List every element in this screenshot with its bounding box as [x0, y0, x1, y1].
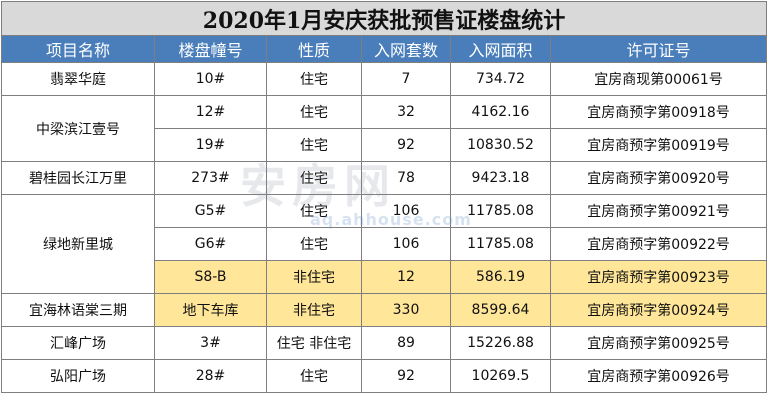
cell-building: 19# [154, 128, 267, 162]
cell-permit: 宜房商预字第00925号 [549, 326, 767, 360]
cell-units: 92 [361, 359, 451, 393]
cell-units: 330 [361, 293, 451, 327]
cell-area: 10269.5 [450, 359, 551, 393]
cell-project: 弘阳广场 [1, 359, 155, 393]
cell-units: 7 [361, 62, 451, 96]
cell-permit: 宜房商预字第00918号 [549, 95, 767, 129]
table-row: 19# 住宅 92 10830.52 宜房商预字第00919号 [2, 128, 767, 162]
cell-units: 78 [361, 161, 451, 195]
table-row: 弘阳广场 28# 住宅 92 10269.5 宜房商预字第00926号 [1, 359, 767, 393]
cell-project: 宜海林语棠三期 [1, 293, 155, 327]
cell-project: 中梁滨江壹号 [1, 95, 155, 162]
cell-building: 273# [154, 161, 267, 195]
cell-project: 翡翠华庭 [1, 62, 155, 96]
cell-permit: 宜房商预字第00924号 [549, 293, 767, 327]
cell-area: 586.19 [450, 260, 551, 294]
table-title: 2020年1月安庆获批预售证楼盘统计 [0, 1, 767, 36]
cell-building: 12# [154, 95, 267, 129]
cell-permit: 宜房商预字第00920号 [549, 161, 767, 195]
cell-type: 住宅 [266, 194, 362, 228]
table-row-highlighted: S8-B 非住宅 12 586.19 宜房商预字第00923号 [2, 260, 767, 294]
cell-area: 11785.08 [450, 227, 551, 261]
cell-units: 106 [361, 194, 451, 228]
cell-type: 住宅 [266, 161, 362, 195]
cell-permit: 宜房商预字第00923号 [549, 260, 767, 294]
cell-area: 8599.64 [450, 293, 551, 327]
cell-area: 11785.08 [450, 194, 551, 228]
header-building: 楼盘幢号 [154, 35, 267, 63]
cell-project: 碧桂园长江万里 [1, 161, 155, 195]
cell-type: 住宅 [266, 359, 362, 393]
cell-area: 15226.88 [450, 326, 551, 360]
presale-permit-table: 2020年1月安庆获批预售证楼盘统计 项目名称 楼盘幢号 性质 入网套数 入网面… [0, 1, 767, 393]
table-row-highlighted: 宜海林语棠三期 地下车库 非住宅 330 8599.64 宜房商预字第00924… [1, 293, 767, 327]
header-type: 性质 [266, 35, 362, 63]
header-project: 项目名称 [1, 35, 155, 63]
cell-area: 4162.16 [450, 95, 551, 129]
cell-building: G6# [154, 227, 267, 261]
cell-building: 28# [154, 359, 267, 393]
cell-type: 住宅 [266, 95, 362, 129]
cell-area: 734.72 [450, 62, 551, 96]
cell-type: 非住宅 [266, 260, 362, 294]
cell-type: 住宅 [266, 128, 362, 162]
cell-type: 住宅 非住宅 [266, 326, 362, 360]
cell-area: 10830.52 [450, 128, 551, 162]
header-units: 入网套数 [361, 35, 451, 63]
cell-building: 3# [154, 326, 267, 360]
cell-type: 非住宅 [266, 293, 362, 327]
cell-type: 住宅 [266, 62, 362, 96]
cell-permit: 宜房商预字第00922号 [549, 227, 767, 261]
header-permit: 许可证号 [549, 35, 767, 63]
cell-permit: 宜房商预字第00919号 [549, 128, 767, 162]
cell-permit: 宜房商现第00061号 [549, 62, 767, 96]
title-row: 2020年1月安庆获批预售证楼盘统计 [0, 1, 767, 36]
cell-units: 32 [361, 95, 451, 129]
table-row: 碧桂园长江万里 273# 住宅 78 9423.18 宜房商预字第00920号 [1, 161, 767, 195]
cell-units: 106 [361, 227, 451, 261]
cell-units: 12 [361, 260, 451, 294]
header-area: 入网面积 [450, 35, 551, 63]
header-row: 项目名称 楼盘幢号 性质 入网套数 入网面积 许可证号 [1, 35, 767, 63]
cell-building: 地下车库 [154, 293, 267, 327]
cell-permit: 宜房商预字第00921号 [549, 194, 767, 228]
table-row: G6# 住宅 106 11785.08 宜房商预字第00922号 [2, 227, 767, 261]
cell-building: 10# [154, 62, 267, 96]
cell-project: 绿地新里城 [1, 194, 155, 294]
cell-project: 汇峰广场 [1, 326, 155, 360]
table-row: 翡翠华庭 10# 住宅 7 734.72 宜房商现第00061号 [1, 62, 767, 96]
cell-units: 89 [361, 326, 451, 360]
cell-units: 92 [361, 128, 451, 162]
cell-permit: 宜房商预字第00926号 [549, 359, 767, 393]
table-row: 中梁滨江壹号 12# 住宅 32 4162.16 宜房商预字第00918号 [1, 95, 767, 162]
cell-type: 住宅 [266, 227, 362, 261]
table-row: 绿地新里城 G5# 住宅 106 11785.08 宜房商预字第00921号 [1, 194, 767, 294]
cell-area: 9423.18 [450, 161, 551, 195]
cell-building: G5# [154, 194, 267, 228]
table-row: 汇峰广场 3# 住宅 非住宅 89 15226.88 宜房商预字第00925号 [1, 326, 767, 360]
cell-building: S8-B [154, 260, 267, 294]
